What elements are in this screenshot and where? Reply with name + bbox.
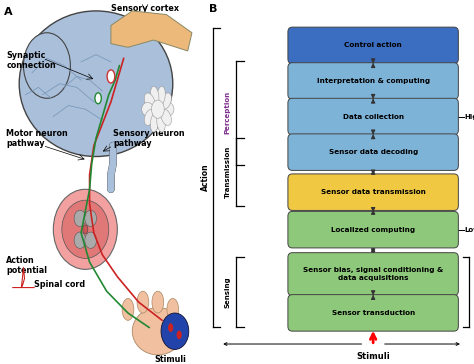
Circle shape — [95, 93, 101, 104]
FancyBboxPatch shape — [288, 294, 458, 331]
Text: Perception: Perception — [225, 91, 231, 134]
Ellipse shape — [85, 232, 97, 248]
Text: Control action: Control action — [344, 42, 402, 48]
Ellipse shape — [150, 112, 159, 132]
Ellipse shape — [161, 93, 172, 109]
Text: Localized computing: Localized computing — [331, 227, 415, 233]
Ellipse shape — [144, 109, 155, 126]
Text: Sensing: Sensing — [225, 276, 231, 308]
Ellipse shape — [152, 291, 164, 313]
Text: Action: Action — [201, 163, 210, 191]
Ellipse shape — [157, 86, 165, 106]
Text: Stimuli: Stimuli — [155, 355, 187, 364]
Ellipse shape — [142, 102, 154, 116]
FancyBboxPatch shape — [288, 253, 458, 296]
Text: A: A — [4, 7, 13, 17]
Text: High-level: High-level — [464, 114, 474, 119]
Ellipse shape — [23, 33, 71, 98]
Text: Low-level: Low-level — [464, 227, 474, 233]
Ellipse shape — [161, 109, 172, 126]
Ellipse shape — [167, 298, 179, 320]
Text: Sensor data transmission: Sensor data transmission — [321, 189, 426, 195]
Circle shape — [168, 323, 173, 332]
Text: Sensor bias, signal conditioning &
data acquisitions: Sensor bias, signal conditioning & data … — [303, 268, 443, 281]
Text: Spinal cord: Spinal cord — [34, 280, 85, 289]
Ellipse shape — [19, 11, 173, 157]
Ellipse shape — [152, 100, 164, 118]
Text: Action
potential: Action potential — [6, 256, 47, 276]
Text: Data collection: Data collection — [343, 114, 404, 119]
Ellipse shape — [85, 210, 97, 226]
FancyBboxPatch shape — [288, 63, 458, 99]
Polygon shape — [111, 11, 192, 51]
Ellipse shape — [150, 86, 159, 106]
Text: B: B — [209, 4, 217, 13]
Ellipse shape — [144, 93, 155, 109]
Ellipse shape — [162, 102, 174, 116]
Circle shape — [177, 331, 182, 339]
Text: Stimuli: Stimuli — [356, 352, 390, 361]
Text: Interpretation & computing: Interpretation & computing — [317, 78, 430, 84]
Text: Sensory neuron
pathway: Sensory neuron pathway — [113, 128, 185, 148]
Circle shape — [83, 225, 88, 234]
FancyBboxPatch shape — [288, 27, 458, 64]
Text: Sensor transduction: Sensor transduction — [331, 310, 415, 316]
Text: Motor neuron
pathway: Motor neuron pathway — [6, 128, 68, 148]
FancyBboxPatch shape — [288, 211, 458, 248]
Text: Synaptic
connection: Synaptic connection — [6, 51, 56, 70]
FancyBboxPatch shape — [288, 98, 458, 135]
Ellipse shape — [53, 189, 118, 269]
Ellipse shape — [62, 200, 109, 258]
Ellipse shape — [161, 313, 189, 349]
Ellipse shape — [132, 308, 183, 355]
Text: Transmission: Transmission — [225, 146, 231, 198]
Text: Sensor data decoding: Sensor data decoding — [328, 149, 418, 155]
Ellipse shape — [74, 232, 86, 248]
Ellipse shape — [157, 112, 165, 132]
Text: Sensory cortex: Sensory cortex — [111, 4, 179, 13]
Ellipse shape — [137, 291, 149, 313]
FancyBboxPatch shape — [288, 134, 458, 170]
Ellipse shape — [122, 298, 134, 320]
Circle shape — [107, 70, 115, 83]
FancyBboxPatch shape — [288, 174, 458, 210]
Ellipse shape — [74, 210, 86, 226]
